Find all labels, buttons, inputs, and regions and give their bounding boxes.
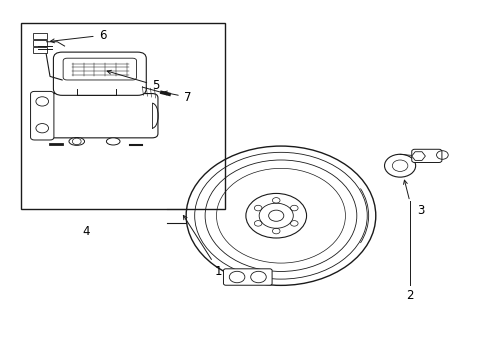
- FancyBboxPatch shape: [411, 149, 441, 162]
- Text: 5: 5: [107, 70, 159, 92]
- Ellipse shape: [106, 138, 120, 145]
- Bar: [21, 23, 224, 208]
- FancyBboxPatch shape: [63, 58, 136, 80]
- Ellipse shape: [69, 138, 84, 145]
- FancyBboxPatch shape: [53, 52, 146, 95]
- Text: 7: 7: [163, 91, 191, 104]
- Polygon shape: [411, 152, 425, 161]
- FancyBboxPatch shape: [223, 269, 271, 285]
- FancyBboxPatch shape: [33, 33, 46, 39]
- Text: 4: 4: [82, 225, 90, 238]
- FancyBboxPatch shape: [33, 40, 46, 46]
- Text: 6: 6: [50, 29, 106, 43]
- FancyBboxPatch shape: [39, 94, 158, 138]
- Text: 3: 3: [416, 204, 424, 217]
- Text: 1: 1: [183, 215, 222, 278]
- FancyBboxPatch shape: [30, 91, 54, 140]
- Text: 2: 2: [405, 289, 413, 302]
- FancyBboxPatch shape: [33, 48, 46, 53]
